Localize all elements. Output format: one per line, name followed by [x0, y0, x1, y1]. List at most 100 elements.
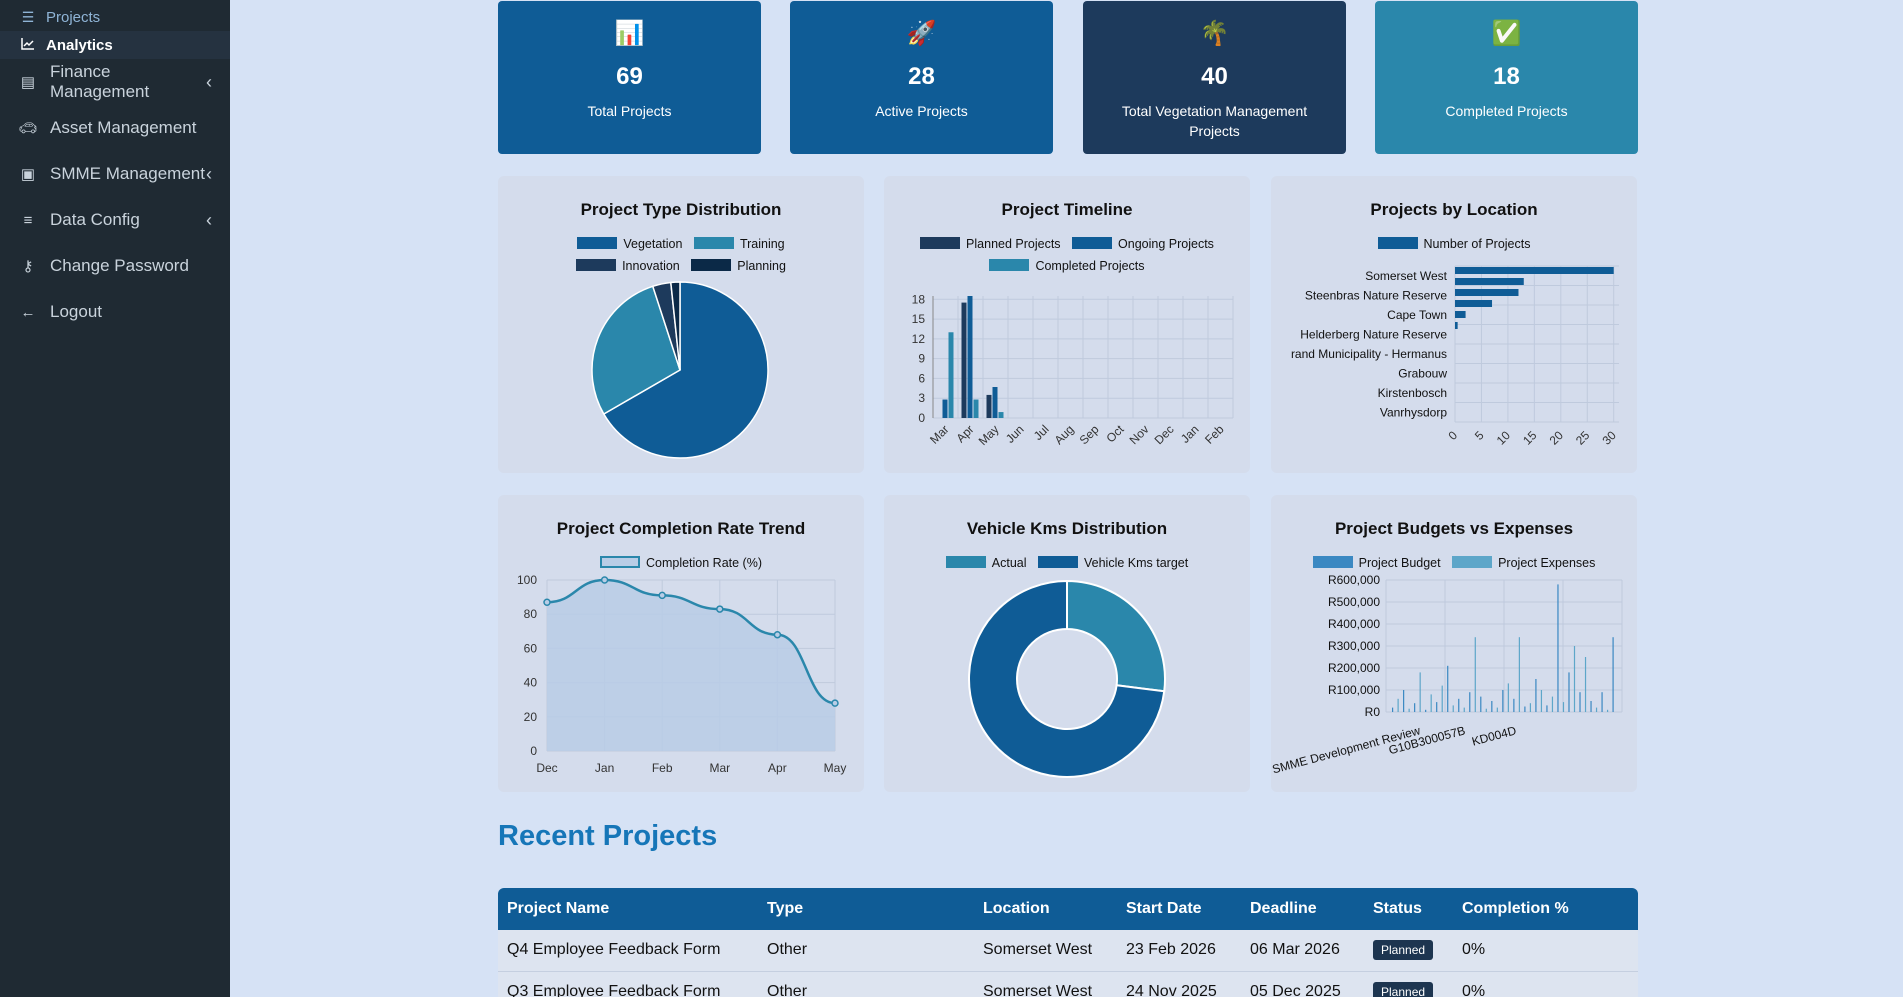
chart-panel-location: Projects by Location Number of Projects … [1271, 176, 1637, 473]
id-card-icon: ▤ [20, 74, 36, 91]
x-tick-label: 0 [1445, 428, 1460, 443]
x-tick-label: Mar [709, 761, 730, 775]
x-tick-label: Feb [652, 761, 673, 775]
bar [1606, 709, 1609, 712]
x-tick-label: 20 [1547, 428, 1567, 448]
bar [942, 399, 948, 418]
x-tick-label: Sep [1077, 422, 1102, 447]
legend-item[interactable]: Planning [691, 255, 786, 277]
sidebar-item-asset[interactable]: 🚗︎ Asset Management [0, 105, 230, 151]
bar [1455, 289, 1519, 296]
legend-item[interactable]: Planned Projects [920, 233, 1061, 255]
cell-deadline: 05 Dec 2025 [1241, 971, 1364, 997]
bar [1403, 690, 1405, 712]
stat-value: 40 [1201, 63, 1228, 90]
legend-label: Innovation [622, 259, 680, 273]
x-tick-label: 5 [1472, 428, 1487, 443]
bar [1455, 322, 1458, 329]
bar [986, 394, 992, 418]
sidebar-item-finance[interactable]: ▤ Finance Management ‹ [0, 59, 230, 105]
y-tick-label: R100,000 [1328, 683, 1380, 697]
y-tick-label: Somerset West [1365, 269, 1447, 283]
briefcase-icon: ▣ [20, 166, 36, 183]
legend-item[interactable]: Actual [945, 552, 1027, 574]
chart-title: Project Budgets vs Expenses [1334, 519, 1574, 538]
y-tick-label: Steenbras Nature Reserve [1305, 288, 1447, 302]
cell-project-name: Q3 Employee Feedback Form [498, 971, 758, 997]
x-tick-label: Jan [595, 761, 614, 775]
legend-label: Completed Projects [1035, 259, 1145, 273]
legend-item[interactable]: Training [693, 233, 785, 255]
chart-panel-timeline: Project Timeline Planned Projects Ongoin… [884, 176, 1250, 473]
y-tick-label: R200,000 [1328, 661, 1380, 675]
key-icon: ⚷ [22, 258, 34, 275]
column-header[interactable]: Completion % [1453, 888, 1638, 930]
data-point [543, 598, 551, 606]
legend-item[interactable]: Completion Rate (%) [599, 552, 762, 574]
sidebar-item-data-config[interactable]: ≡ Data Config ‹ [0, 197, 230, 243]
y-tick-label: Cape Town [1387, 308, 1447, 322]
bar [1562, 702, 1565, 712]
table-row[interactable]: Q4 Employee Feedback Form Other Somerset… [498, 930, 1638, 972]
legend-item[interactable]: Completed Projects [989, 255, 1145, 277]
bar [1502, 690, 1504, 712]
pie-slice [602, 281, 769, 459]
column-header[interactable]: Project Name [498, 888, 758, 930]
y-tick-label: 15 [912, 312, 926, 326]
legend-item[interactable]: Innovation [576, 255, 680, 277]
bar-chart: 0 3 6 9 12 15 18 Mar Apr May Jun Jul Aug Sep Oct Nov Dec… [912, 292, 1234, 448]
bar [1414, 703, 1416, 712]
sidebar-item-logout[interactable]: ← Logout [0, 289, 230, 335]
x-tick-label: Jun [1003, 422, 1027, 446]
legend-item[interactable]: Vehicle Kms target [1038, 552, 1188, 574]
cell-status: Planned [1364, 971, 1453, 997]
legend-label: Project Budget [1358, 556, 1441, 570]
legend-item[interactable]: Ongoing Projects [1072, 233, 1214, 255]
y-tick-label: 60 [524, 641, 538, 655]
sidebar-item-label: Data Config [50, 210, 140, 229]
column-header[interactable]: Type [758, 888, 974, 930]
bar [1513, 698, 1515, 712]
y-tick-label: Kirstenbosch [1378, 386, 1447, 400]
bar [1507, 683, 1509, 712]
legend-item[interactable]: Number of Projects [1377, 233, 1530, 255]
column-header[interactable]: Status [1364, 888, 1453, 930]
sidebar-subitem-projects[interactable]: ☰ Projects [0, 3, 230, 31]
bar [1568, 672, 1570, 712]
legend-label: Planning [737, 259, 786, 273]
legend-label: Planned Projects [966, 237, 1061, 251]
x-tick-label: KD004D [1470, 723, 1518, 748]
legend-item[interactable]: Project Budget [1312, 552, 1441, 574]
column-header[interactable]: Deadline [1241, 888, 1364, 930]
bar-chart-icon: 📊 [614, 20, 645, 47]
chart-title: Project Timeline [1001, 200, 1133, 219]
y-tick-label: 80 [524, 607, 538, 621]
bar [1524, 706, 1526, 712]
legend-item[interactable]: Project Expenses [1452, 552, 1595, 574]
bar [1408, 708, 1410, 712]
cell-completion: 0% [1453, 930, 1638, 972]
column-header[interactable]: Location [974, 888, 1117, 930]
chevron-left-icon: ‹ [206, 163, 212, 184]
chart-legend: Number of Projects [1271, 233, 1637, 255]
bar [1419, 672, 1421, 712]
sidebar-item-change-password[interactable]: ⚷ Change Password [0, 243, 230, 289]
y-tick-label: Grabouw [1398, 366, 1447, 380]
data-point [658, 591, 666, 600]
legend-item[interactable]: Vegetation [577, 233, 682, 255]
section-title: Recent Projects [498, 820, 718, 852]
bar [1612, 637, 1614, 712]
sidebar-item-smme[interactable]: ▣ SMME Management ‹ [0, 151, 230, 197]
legend-swatch [599, 556, 640, 568]
x-tick-label: May [976, 422, 1002, 448]
table-row[interactable]: Q3 Employee Feedback Form Other Somerset… [498, 971, 1638, 997]
stat-label: Total Projects [587, 103, 672, 119]
chart-legend: Project Budget Project Expenses [1271, 552, 1637, 574]
sidebar-subitem-analytics[interactable]: Analytics [0, 31, 230, 59]
cell-status: Planned [1364, 930, 1453, 972]
bar [1584, 657, 1587, 712]
column-header[interactable]: Start Date [1117, 888, 1241, 930]
x-tick-label: Dec [536, 761, 557, 775]
chart-title: Vehicle Kms Distribution [966, 519, 1168, 538]
legend-swatch [1312, 556, 1353, 568]
